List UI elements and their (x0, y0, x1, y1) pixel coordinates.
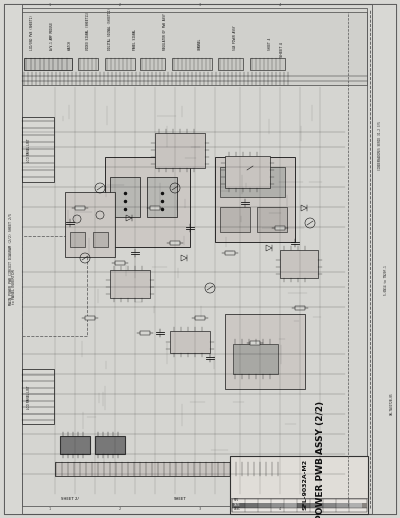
Bar (75, 206, 85, 210)
Bar (170, 331, 210, 353)
Text: to PANEL INVERTOR: to PANEL INVERTOR (12, 268, 16, 304)
Bar (147, 177, 177, 217)
Text: SHEET 4: SHEET 4 (268, 38, 272, 50)
Bar (140, 58, 165, 70)
Bar (155, 133, 205, 168)
Bar (225, 314, 305, 389)
Text: SFL-9032A-M2: SFL-9032A-M2 (302, 458, 308, 510)
Bar (215, 157, 295, 242)
Bar (372, 4, 396, 514)
Text: 3: 3 (199, 507, 201, 511)
Bar (22, 8, 367, 506)
Bar (336, 503, 349, 508)
Text: 5-6N14 to 7N20F-1: 5-6N14 to 7N20F-1 (384, 265, 388, 295)
Text: VIDEO SIGNAL (SHEET11): VIDEO SIGNAL (SHEET11) (86, 11, 90, 50)
Bar (233, 344, 278, 374)
Bar (93, 232, 108, 247)
Bar (195, 316, 205, 320)
Text: CHANNEL: CHANNEL (198, 38, 202, 50)
Text: SHEET 2/: SHEET 2/ (61, 497, 79, 501)
Bar (284, 503, 297, 508)
Text: ON-7A3072B-05: ON-7A3072B-05 (390, 393, 394, 415)
Bar (271, 503, 284, 508)
Text: A/V-1 AMP MODULE: A/V-1 AMP MODULE (50, 22, 54, 50)
Text: 1: 1 (49, 3, 51, 7)
Bar (22, 369, 54, 424)
Bar (110, 177, 140, 217)
Bar (220, 207, 250, 232)
Bar (24, 58, 72, 70)
Text: SHEET 4: SHEET 4 (280, 42, 284, 57)
Text: DESC: DESC (234, 508, 241, 511)
Bar (349, 503, 362, 508)
Text: SHEET: SHEET (174, 497, 186, 501)
Text: 4: 4 (279, 3, 281, 7)
Bar (95, 436, 125, 454)
Text: CONDENSADORES SERIE 31-2 3/5: CONDENSADORES SERIE 31-2 3/5 (378, 121, 382, 169)
Bar (297, 503, 310, 508)
Bar (232, 503, 367, 508)
Text: REV: REV (234, 498, 239, 502)
Bar (4, 4, 22, 514)
Bar (323, 503, 336, 508)
Bar (232, 503, 245, 508)
Text: LCD PANEL LIST: LCD PANEL LIST (27, 385, 31, 409)
Bar (70, 232, 85, 247)
Text: 1: 1 (49, 507, 51, 511)
Bar (65, 192, 115, 257)
Text: SUB POWER ASSY: SUB POWER ASSY (233, 25, 237, 50)
Text: LCD/OSD PWB (SHEET1): LCD/OSD PWB (SHEET1) (30, 15, 34, 50)
Bar (280, 250, 318, 278)
Bar (170, 241, 180, 245)
Bar (22, 12, 367, 85)
Bar (115, 261, 125, 265)
Bar (220, 167, 285, 197)
Bar (295, 306, 305, 310)
Bar (60, 436, 90, 454)
Bar (250, 341, 260, 345)
Bar (22, 236, 87, 336)
Text: MAIN POWER PWB ASSY (2/2): MAIN POWER PWB ASSY (2/2) (316, 401, 324, 518)
Bar (218, 58, 243, 70)
Bar (110, 270, 150, 298)
Text: 4: 4 (279, 507, 281, 511)
Bar (275, 226, 285, 230)
Text: 2: 2 (119, 3, 121, 7)
Bar (225, 156, 270, 188)
Bar (257, 207, 287, 232)
Bar (172, 58, 212, 70)
Bar (22, 117, 54, 182)
Bar (150, 206, 160, 210)
Text: LCD PANEL LIST: LCD PANEL LIST (27, 138, 31, 162)
Text: 2: 2 (119, 507, 121, 511)
Bar (232, 499, 367, 512)
Bar (250, 58, 285, 70)
Text: DATE: DATE (234, 502, 241, 507)
Bar (85, 316, 95, 320)
Text: REGULATOR OF PWB ASSY: REGULATOR OF PWB ASSY (163, 13, 167, 50)
Bar (310, 503, 323, 508)
Bar (55, 462, 285, 476)
Bar (230, 456, 368, 514)
Bar (258, 503, 271, 508)
Bar (225, 251, 235, 255)
Text: DIGITAL SIGNAL (SHEET11): DIGITAL SIGNAL (SHEET11) (108, 8, 112, 50)
Text: WATCH: WATCH (68, 41, 72, 50)
Text: PANEL SIGNAL: PANEL SIGNAL (133, 29, 137, 50)
Bar (140, 331, 150, 335)
Text: 3: 3 (199, 3, 201, 7)
Bar (245, 503, 258, 508)
Text: MAIN POWER PWB CIRCUIT DIAGRAM (2/2) SHEET 2/5: MAIN POWER PWB CIRCUIT DIAGRAM (2/2) SHE… (9, 213, 13, 305)
Bar (105, 157, 190, 247)
Bar (105, 58, 135, 70)
Bar (78, 58, 98, 70)
